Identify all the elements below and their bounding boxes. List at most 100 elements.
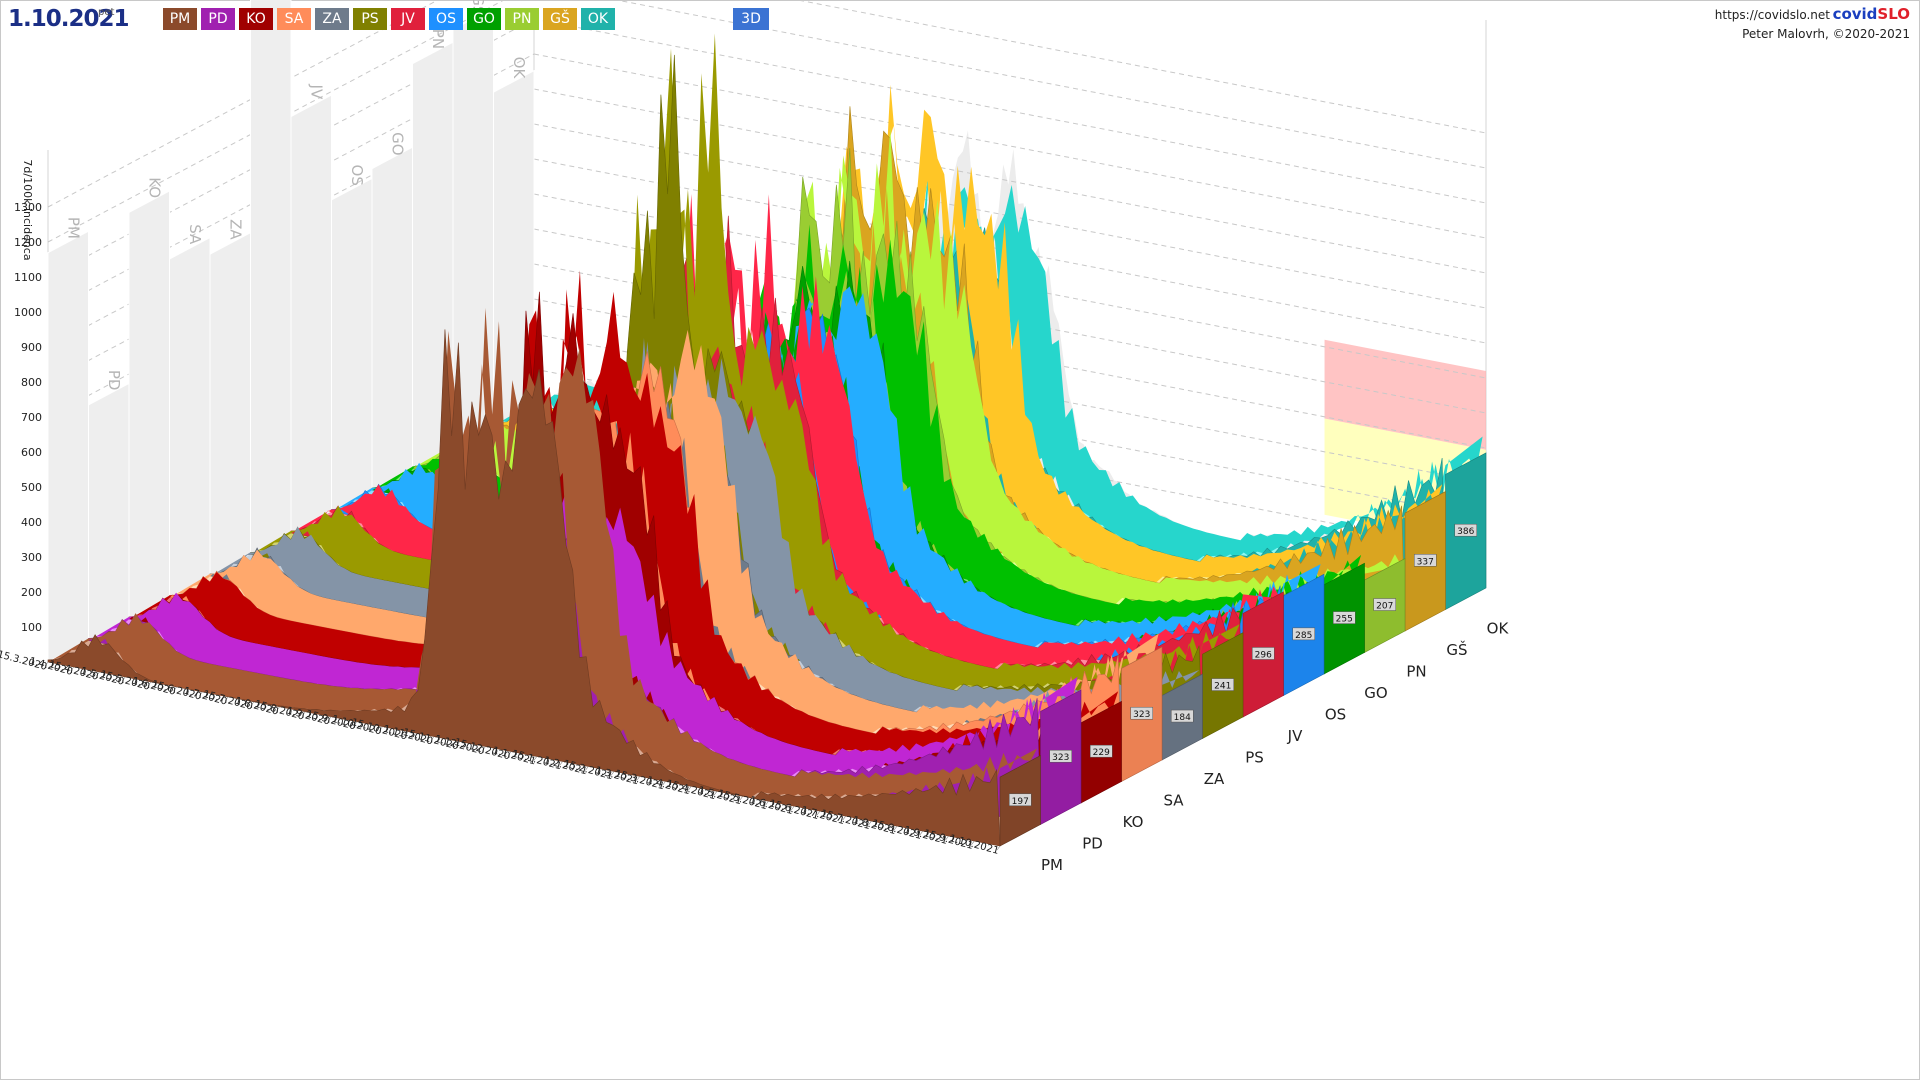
y-tick-label: 700 <box>21 411 42 424</box>
latest-value-box-7 <box>1252 647 1275 660</box>
brand-logo-part-2: SLO <box>1877 5 1910 23</box>
x-tick <box>456 741 460 746</box>
legend-chip-9[interactable]: GO <box>467 8 501 30</box>
x-tick <box>739 796 743 801</box>
max-bar-1 <box>47 230 89 663</box>
latest-value-label-10: 207 <box>1376 602 1393 612</box>
legend-chip-2[interactable]: PD <box>201 8 235 30</box>
legend-chip-10[interactable]: PN <box>505 8 539 30</box>
brand-logo-part-1: covid <box>1832 5 1878 23</box>
region-label-7: JV <box>1287 727 1303 745</box>
y-tick-label: 500 <box>21 481 42 494</box>
series-top-6 <box>253 33 1240 691</box>
site-url[interactable]: https://covidslo.net <box>1714 8 1830 22</box>
latest-value-box-9 <box>1333 611 1356 624</box>
latest-value-label-9: 255 <box>1336 615 1353 625</box>
latest-value-box-10 <box>1373 598 1396 611</box>
x-tick <box>842 815 846 821</box>
x-tick <box>713 791 718 796</box>
x-tick <box>662 781 666 786</box>
weekday-label: pet <box>98 7 115 18</box>
left-wall-bars <box>47 0 535 663</box>
legend-chip-7[interactable]: JV <box>391 8 425 30</box>
series-area-1 <box>47 329 1001 847</box>
latest-value-box-1 <box>1009 793 1032 807</box>
region-label-8: OS <box>1325 706 1346 724</box>
latest-value-label-6: 241 <box>1214 682 1231 692</box>
legend-chip-4[interactable]: SA <box>277 8 311 30</box>
x-tick <box>868 820 872 826</box>
legend-chip-8[interactable]: OS <box>429 8 463 30</box>
y-tick-label: 600 <box>21 446 42 459</box>
y-tick-label: 1000 <box>14 306 42 319</box>
latest-value-box-11 <box>1414 554 1437 567</box>
legend-chip-6[interactable]: PS <box>353 8 387 30</box>
y-tick-label: 200 <box>21 586 42 599</box>
latest-value-label-8: 285 <box>1295 631 1312 641</box>
latest-value-label-4: 323 <box>1133 710 1150 720</box>
region-label-1: PM <box>1041 856 1063 874</box>
y-tick-label: 900 <box>21 341 42 354</box>
x-tick <box>44 661 49 667</box>
x-tick <box>816 811 821 816</box>
risk-band-2 <box>1324 339 1486 450</box>
series-1: 197 <box>47 307 1041 847</box>
latest-value-label-7: 296 <box>1255 650 1272 660</box>
legend-chip-11[interactable]: GŠ <box>543 8 577 30</box>
latest-value-box-12 <box>1454 523 1477 537</box>
x-tick <box>688 786 692 791</box>
gridline-left-1200 <box>47 0 505 243</box>
x-tick <box>404 731 409 736</box>
latest-value-box-5 <box>1171 709 1194 723</box>
latest-value-box-8 <box>1292 627 1315 641</box>
date-title: 1.10.2021 <box>8 6 129 32</box>
brand-logo[interactable]: covidSLO <box>1833 5 1910 23</box>
region-label-3: KO <box>1123 813 1144 831</box>
y-tick-label: 100 <box>21 621 42 634</box>
x-tick <box>996 845 1001 851</box>
latest-value-label-2: 323 <box>1052 753 1069 763</box>
region-label-10: PN <box>1406 663 1426 681</box>
y-axis-label: 7d/100k incidenca <box>21 159 34 260</box>
latest-value-box-3 <box>1090 744 1113 758</box>
x-tick <box>70 666 74 672</box>
x-tick <box>790 806 795 811</box>
region-legend: PM PD KO SA ZA PS JV OS GO PN GŠ OK <box>163 8 615 30</box>
x-tick <box>533 756 538 761</box>
region-label-9: GO <box>1364 684 1387 702</box>
latest-value-box-6 <box>1211 678 1234 691</box>
region-label-11: GŠ <box>1446 640 1467 659</box>
series-top-3 <box>132 270 1119 755</box>
max-bar-label-1: PM <box>64 217 82 239</box>
x-tick <box>353 721 357 726</box>
3d-view-button[interactable]: 3D <box>733 8 769 30</box>
max-bar-8 <box>331 177 373 513</box>
top-bar: 1.10.2021 pet PM PD KO SA ZA PS JV OS GO PN GŠ OK 3… <box>0 0 1920 41</box>
latest-value-label-5: 184 <box>1174 713 1191 723</box>
legend-chip-12[interactable]: OK <box>581 8 615 30</box>
gridline-left-1300 <box>47 0 439 208</box>
max-bar-6 <box>250 0 292 556</box>
series-layer: 386 337 207 255 285 296 241 184 323 229 323 197 <box>47 33 1487 847</box>
x-tick <box>945 835 949 841</box>
x-tick <box>507 751 512 756</box>
series-top-1 <box>51 307 1038 799</box>
x-tick <box>173 686 177 692</box>
max-bar-3 <box>128 190 170 620</box>
y-tick-label: 800 <box>21 376 42 389</box>
y-tick-label: 400 <box>21 516 42 529</box>
x-tick <box>302 711 306 716</box>
max-bar-label-2: PD <box>105 370 123 391</box>
x-tick <box>96 671 100 677</box>
latest-value-label-11: 337 <box>1417 557 1434 567</box>
y-tick-label: 1100 <box>14 271 42 284</box>
legend-chip-5[interactable]: ZA <box>315 8 349 30</box>
x-tick <box>919 830 924 836</box>
legend-chip-1[interactable]: PM <box>163 8 197 30</box>
x-tick <box>379 726 383 731</box>
region-label-2: PD <box>1082 835 1103 853</box>
latest-value-label-3: 229 <box>1093 748 1110 758</box>
latest-value-label-12: 386 <box>1457 527 1474 537</box>
legend-chip-3[interactable]: KO <box>239 8 273 30</box>
